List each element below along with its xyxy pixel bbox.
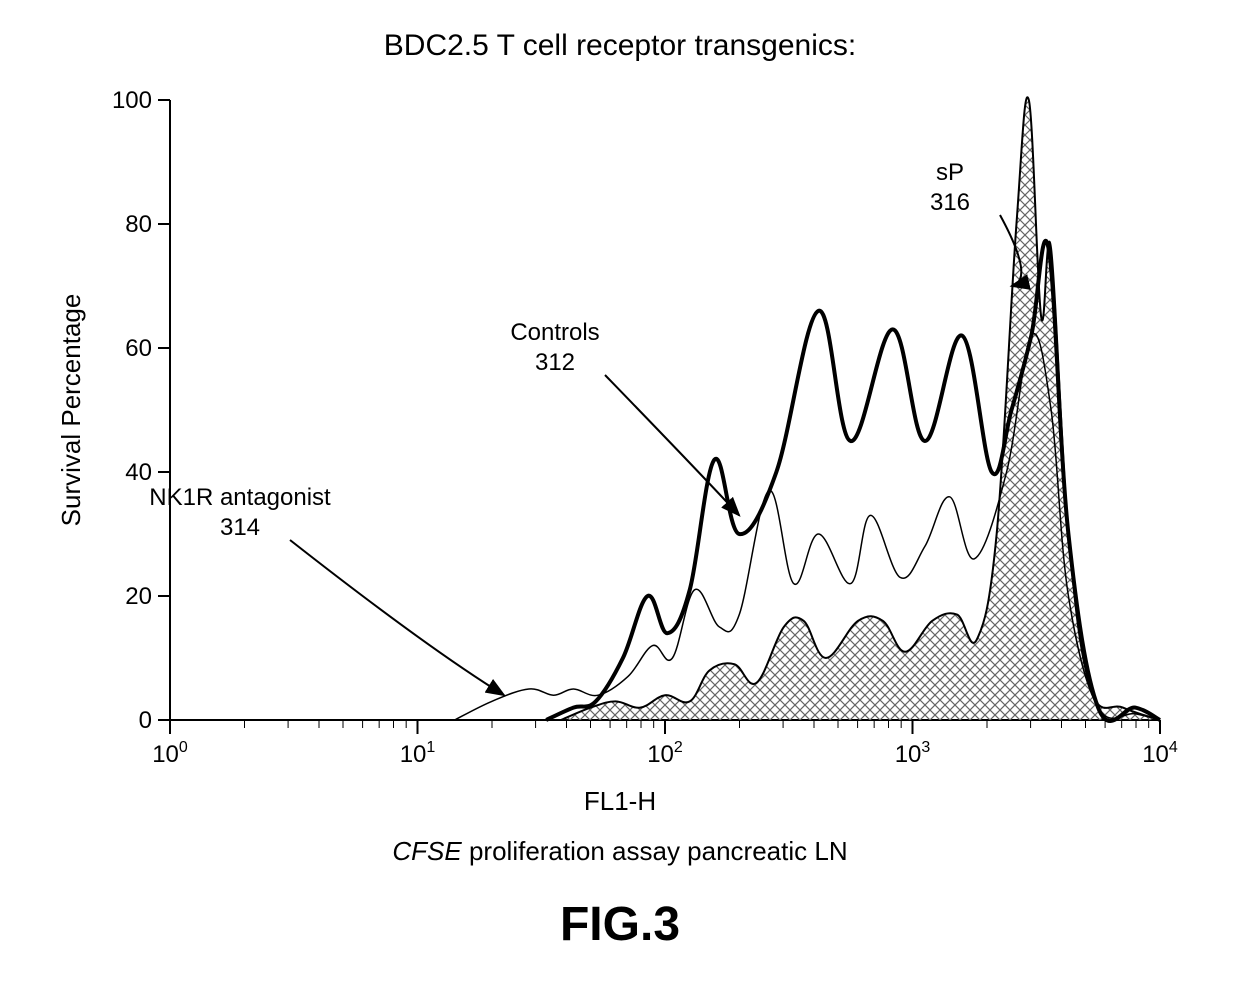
chart-title: BDC2.5 T cell receptor transgenics: [384,29,856,62]
figure-container: BDC2.5 T cell receptor transgenics: 0 20 4… [0,0,1240,990]
y-tick-label: 0 [139,707,152,734]
sp-annotation-number: 316 [930,189,970,216]
subtitle-rest: proliferation assay pancreatic LN [462,836,848,866]
x-tick-label: 104 [1142,739,1178,768]
x-tick-label: 103 [895,739,931,768]
chart-svg: BDC2.5 T cell receptor transgenics: 0 20 4… [0,0,1240,990]
y-axis-label: Survival Percentage [56,294,86,527]
x-tick-label: 102 [647,739,683,768]
y-tick-label: 80 [125,211,152,238]
figure-label: FIG.3 [560,898,680,951]
controls-annotation-number: 312 [535,349,575,376]
sp-annotation-label: sP [936,159,964,186]
y-tick-label: 60 [125,335,152,362]
sp-fill [561,97,1160,720]
y-tick-label: 20 [125,583,152,610]
nk1r-annotation-label: NK1R antagonist [149,484,331,511]
y-tick-label: 40 [125,459,152,486]
x-axis-label: FL1-H [584,786,656,816]
nk1r-annotation-number: 314 [220,514,260,541]
nk1r-leader-arrow [290,540,504,695]
x-tick-label: 100 [152,739,188,768]
controls-annotation-label: Controls [510,319,599,346]
subtitle: CFSE proliferation assay pancreatic LN [392,836,847,866]
controls-leader-arrow [605,375,739,515]
y-tick-label: 100 [112,87,152,114]
subtitle-italic: CFSE [392,836,462,866]
x-tick-label: 101 [400,739,436,768]
annotations: Controls 312 NK1R antagonist 314 sP 316 [149,159,1021,695]
